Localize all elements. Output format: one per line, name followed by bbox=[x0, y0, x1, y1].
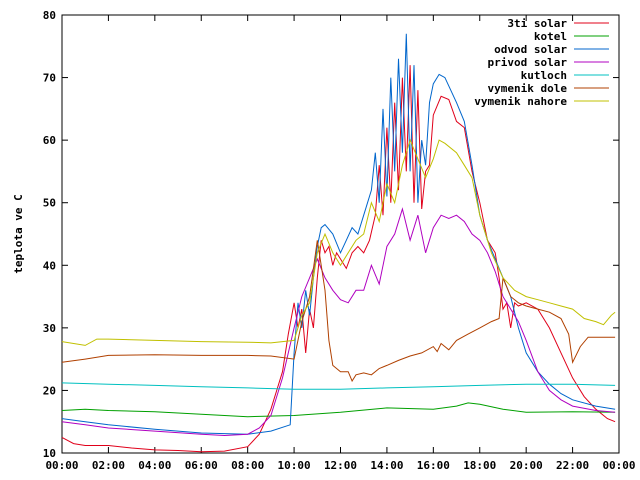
y-tick-label: 70 bbox=[43, 72, 56, 85]
legend-label: privod solar bbox=[488, 56, 568, 69]
y-tick-label: 50 bbox=[43, 197, 56, 210]
series-line-kotel bbox=[61, 402, 616, 418]
legend-label: odvod solar bbox=[494, 43, 567, 56]
series-line-privod-solar bbox=[61, 207, 616, 437]
x-tick-label: 22:00 bbox=[556, 459, 589, 472]
x-tick-label: 18:00 bbox=[463, 459, 496, 472]
y-axis: 10 20 30 40 50 60 70 80 bbox=[43, 9, 619, 460]
legend-label: 3ti solar bbox=[507, 17, 567, 30]
x-tick-label: 16:00 bbox=[417, 459, 450, 472]
legend-label: vymenik nahore bbox=[474, 95, 567, 108]
x-tick-label: 20:00 bbox=[510, 459, 543, 472]
y-tick-label: 10 bbox=[43, 447, 56, 460]
series-group bbox=[61, 33, 616, 453]
y-tick-label: 20 bbox=[43, 384, 56, 397]
x-tick-label: 10:00 bbox=[278, 459, 311, 472]
y-tick-label: 30 bbox=[43, 322, 56, 335]
x-tick-label: 12:00 bbox=[324, 459, 357, 472]
y-tick-label: 40 bbox=[43, 259, 56, 272]
x-axis: 00:00 02:00 04:00 06:00 08:00 10:00 12:00 14:00… bbox=[45, 15, 636, 472]
x-tick-label: 00:00 bbox=[45, 459, 78, 472]
legend-label: kotel bbox=[534, 30, 567, 43]
series-line-vymenik-dole bbox=[61, 240, 616, 383]
legend-label: kutloch bbox=[521, 69, 567, 82]
legend-label: vymenik dole bbox=[488, 82, 568, 95]
series-line-vymenik-nahore bbox=[61, 138, 616, 346]
x-tick-label: 14:00 bbox=[370, 459, 403, 472]
y-tick-label: 60 bbox=[43, 134, 56, 147]
x-tick-label: 00:00 bbox=[602, 459, 635, 472]
x-tick-label: 08:00 bbox=[231, 459, 264, 472]
x-tick-label: 04:00 bbox=[138, 459, 171, 472]
x-tick-label: 02:00 bbox=[92, 459, 125, 472]
x-tick-label: 06:00 bbox=[185, 459, 218, 472]
y-tick-label: 80 bbox=[43, 9, 56, 22]
series-line-kutloch bbox=[61, 382, 616, 390]
y-axis-label: teplota ve C bbox=[12, 194, 25, 273]
series-line-3ti-solar bbox=[61, 65, 616, 453]
